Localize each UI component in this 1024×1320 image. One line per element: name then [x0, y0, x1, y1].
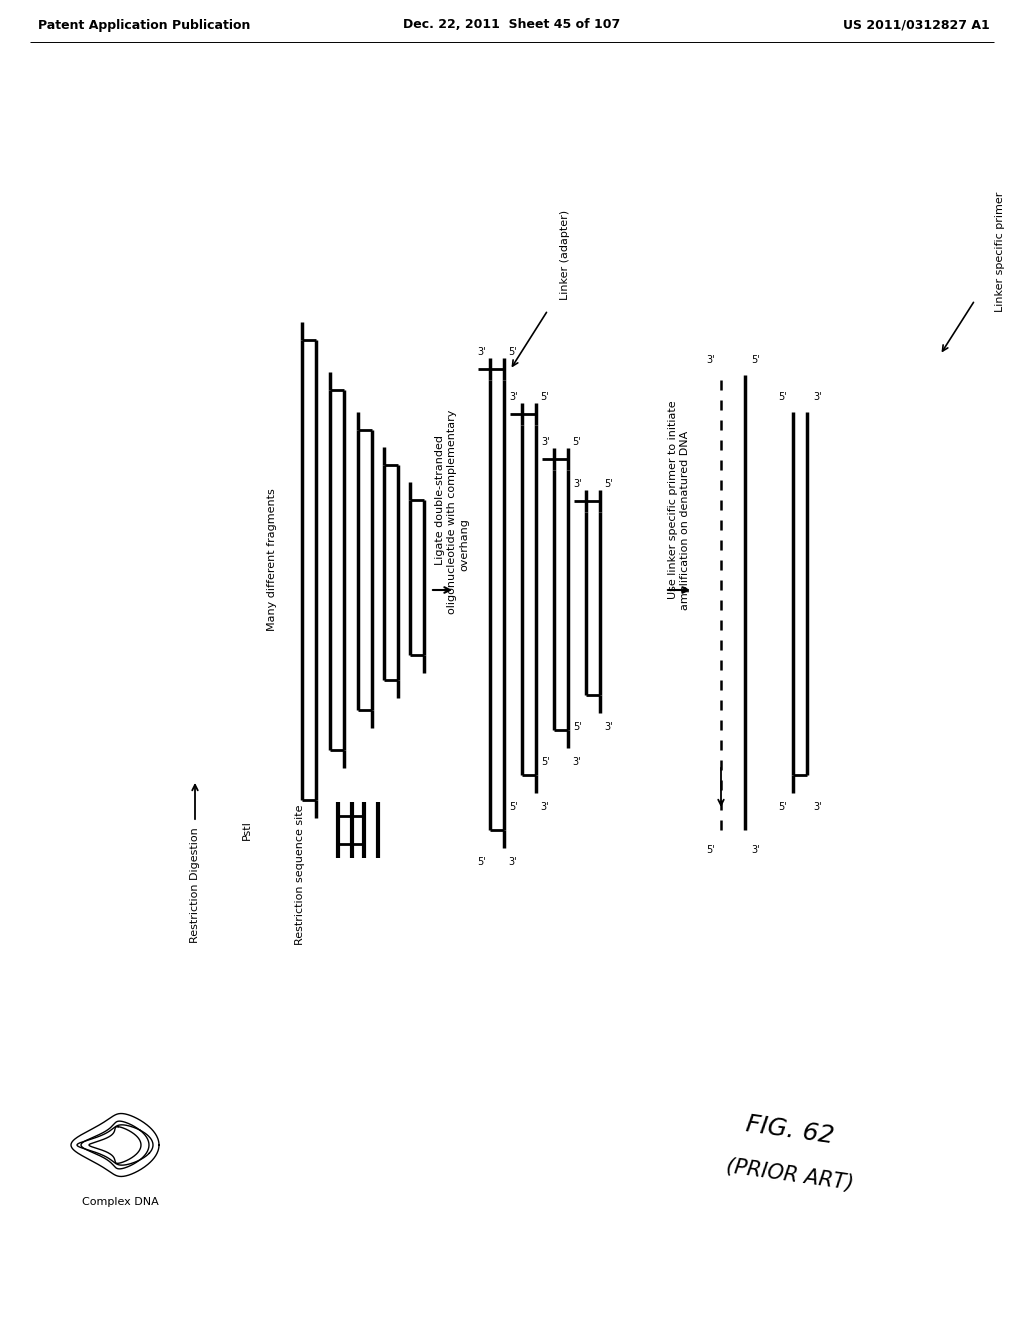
Text: 3': 3'	[540, 803, 549, 812]
Text: 3': 3'	[572, 756, 581, 767]
Text: PstI: PstI	[242, 820, 252, 840]
Text: 5': 5'	[542, 756, 550, 767]
Text: 5': 5'	[707, 845, 715, 855]
Text: 5': 5'	[572, 437, 581, 447]
Text: oligonucleotide with complementary: oligonucleotide with complementary	[447, 409, 457, 614]
Text: 5': 5'	[477, 857, 486, 867]
Text: US 2011/0312827 A1: US 2011/0312827 A1	[843, 18, 990, 32]
Text: 3': 3'	[604, 722, 612, 733]
Text: overhang: overhang	[459, 519, 469, 572]
Text: 5': 5'	[540, 392, 549, 403]
Text: FIG. 62: FIG. 62	[744, 1111, 836, 1148]
Text: 5': 5'	[508, 347, 517, 356]
Text: (PRIOR ART): (PRIOR ART)	[725, 1156, 855, 1193]
Text: Linker (adapter): Linker (adapter)	[560, 210, 570, 300]
Text: Many different fragments: Many different fragments	[267, 488, 278, 631]
Text: 3': 3'	[813, 803, 821, 812]
Text: 5': 5'	[509, 803, 518, 812]
Text: 3': 3'	[509, 392, 518, 403]
Text: 3': 3'	[813, 392, 821, 403]
Text: amplification on denatured DNA: amplification on denatured DNA	[680, 430, 690, 610]
Text: Restriction sequence site: Restriction sequence site	[295, 805, 305, 945]
Text: 3': 3'	[751, 845, 760, 855]
Text: 3': 3'	[477, 347, 486, 356]
Text: 3': 3'	[542, 437, 550, 447]
Text: Complex DNA: Complex DNA	[82, 1197, 159, 1206]
Text: 3': 3'	[707, 355, 715, 366]
Text: Restriction Digestion: Restriction Digestion	[190, 828, 200, 942]
Text: 3': 3'	[573, 479, 582, 488]
Text: 5': 5'	[604, 479, 612, 488]
Text: 5': 5'	[751, 355, 760, 366]
Text: Linker specific primer: Linker specific primer	[995, 191, 1005, 313]
Text: 3': 3'	[508, 857, 517, 867]
Text: Patent Application Publication: Patent Application Publication	[38, 18, 251, 32]
Text: Dec. 22, 2011  Sheet 45 of 107: Dec. 22, 2011 Sheet 45 of 107	[403, 18, 621, 32]
Text: 5': 5'	[778, 803, 787, 812]
Text: Ligate double-stranded: Ligate double-stranded	[435, 436, 445, 565]
Text: 5': 5'	[573, 722, 582, 733]
Text: 5': 5'	[778, 392, 787, 403]
Text: Use linker specific primer to initiate: Use linker specific primer to initiate	[668, 401, 678, 599]
